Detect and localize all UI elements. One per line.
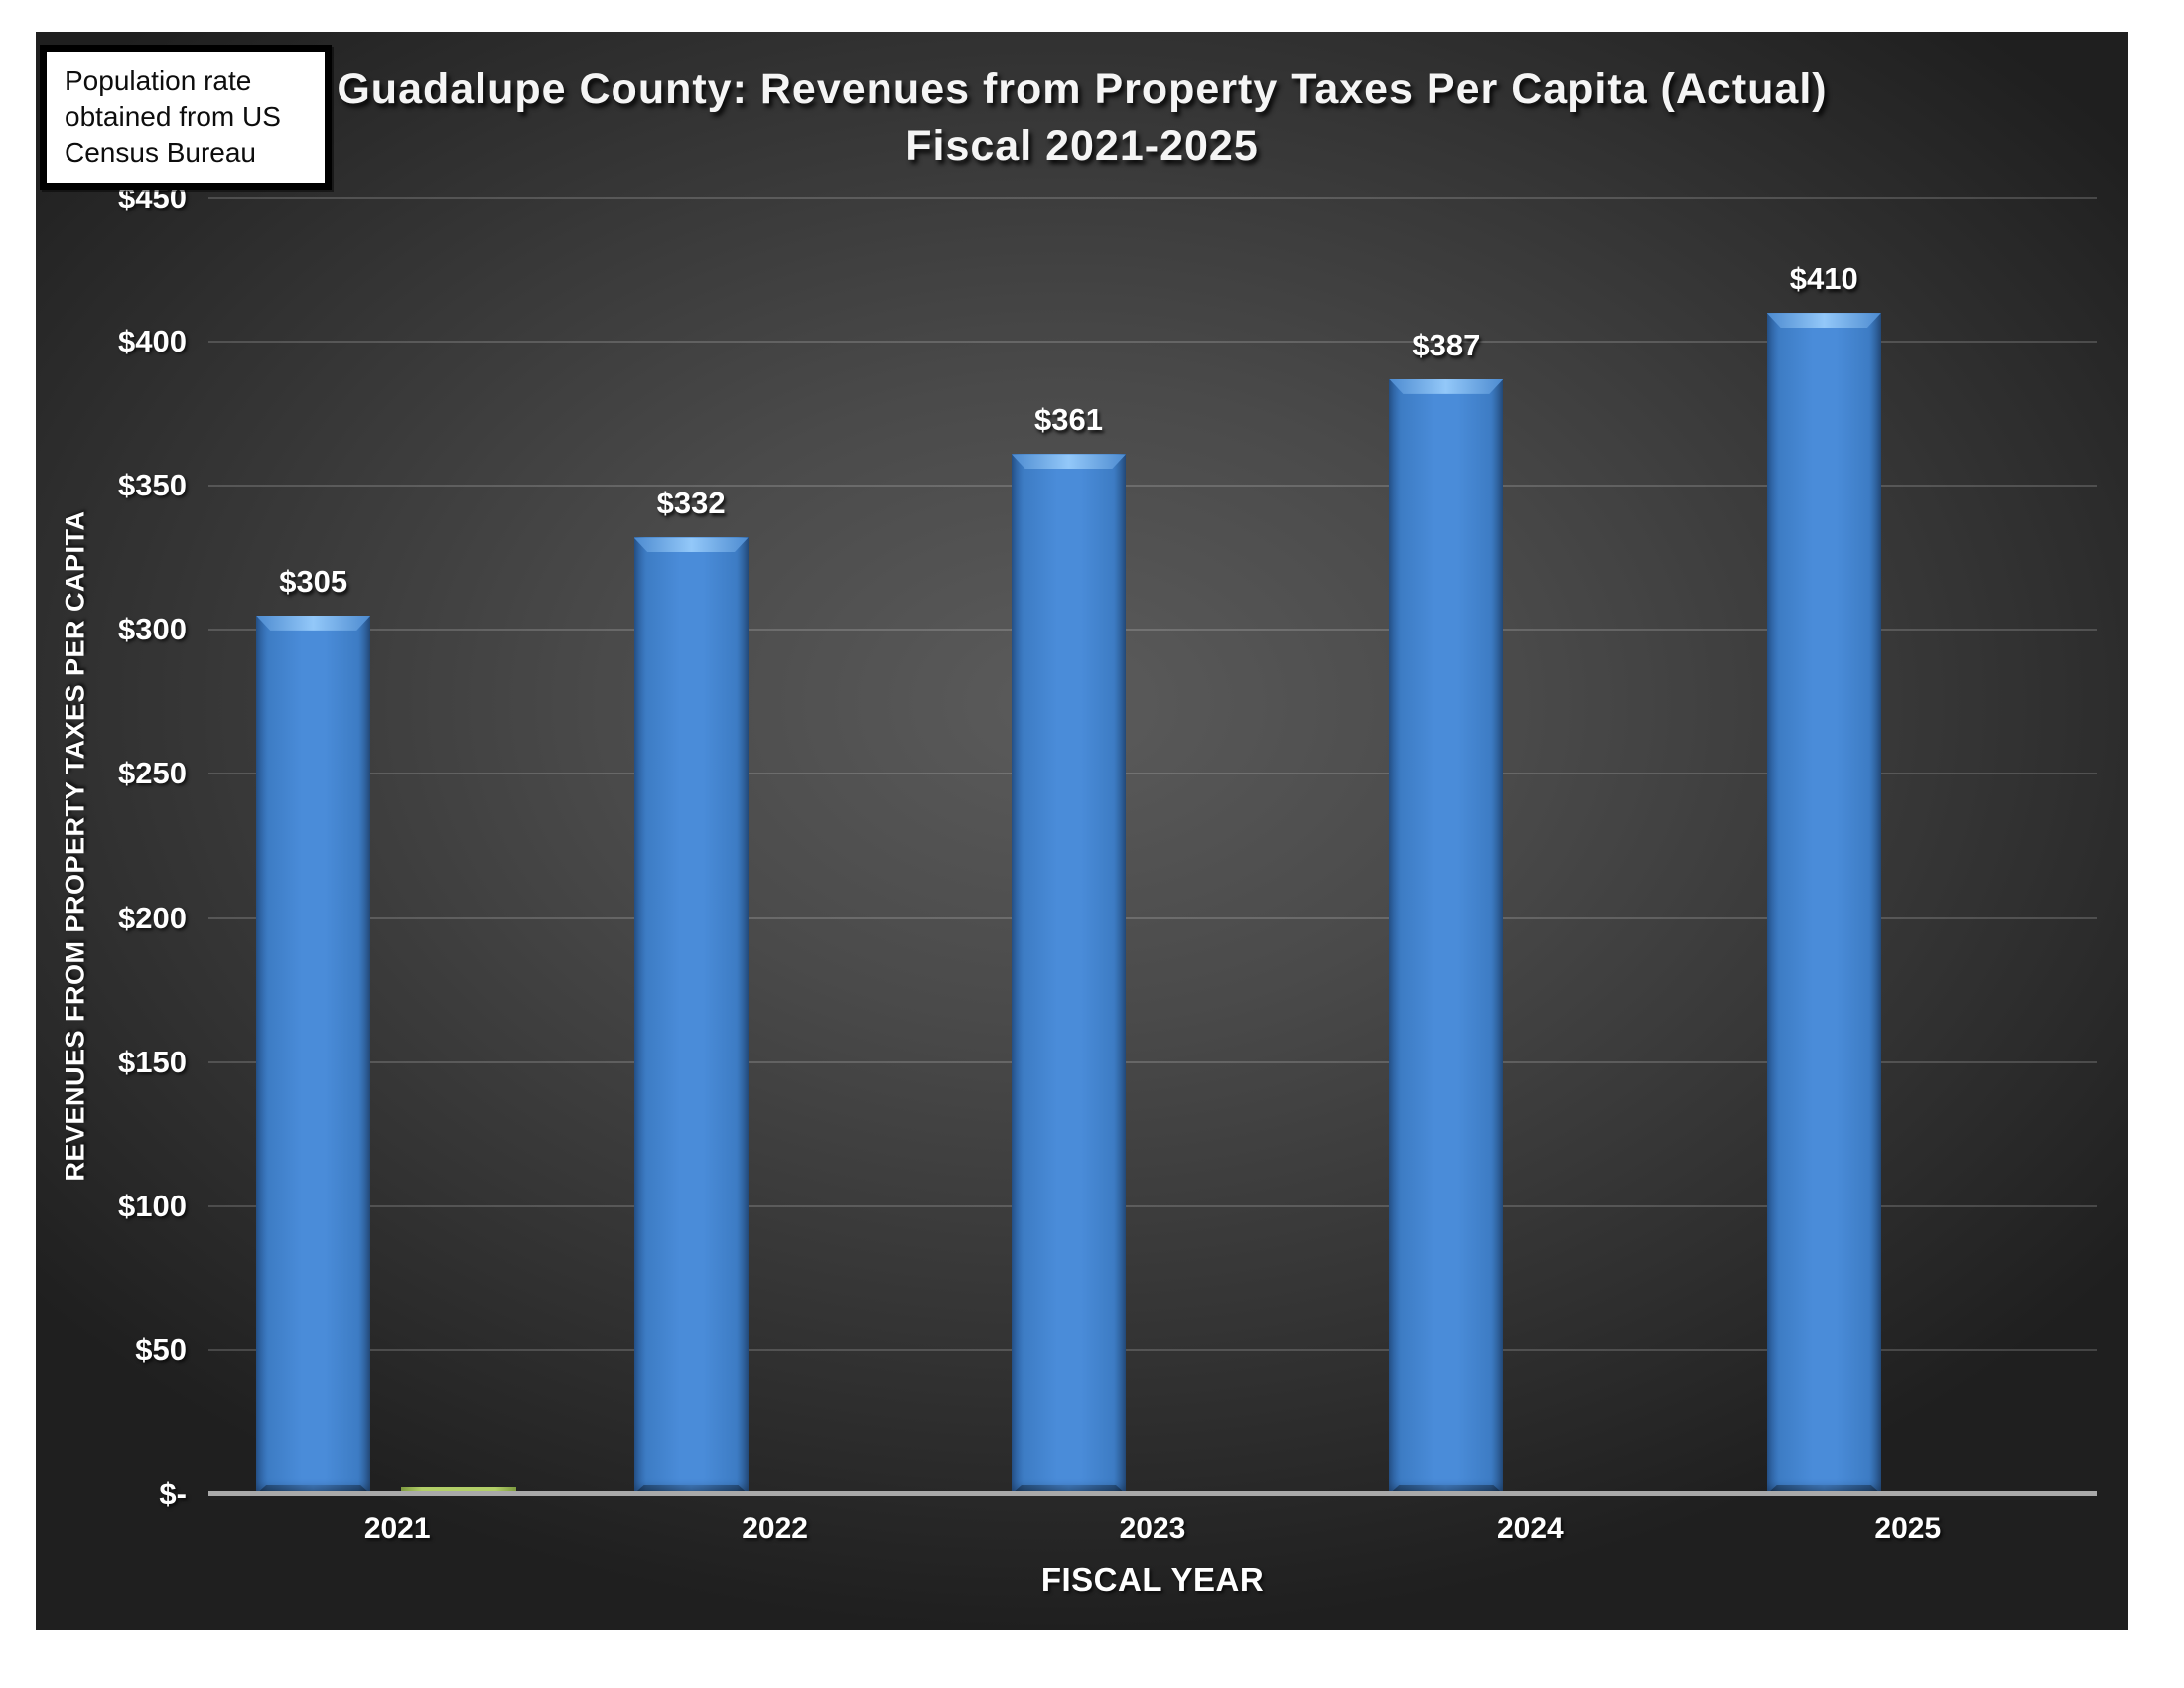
- x-tick-label-2024: 2024: [1497, 1512, 1564, 1545]
- category-2022: $332 2022: [586, 198, 963, 1545]
- data-label-2023: $361: [1034, 402, 1103, 438]
- gridline-350: [208, 485, 2097, 488]
- y-tick-label-150: $150: [118, 1044, 187, 1079]
- x-tick-label-2025: 2025: [1874, 1512, 1942, 1545]
- category-2023: $361 2023: [964, 198, 1341, 1545]
- gridline-300: [208, 629, 2097, 632]
- data-label-2025: $410: [1789, 261, 1858, 297]
- y-tick-label-250: $250: [118, 756, 187, 791]
- data-label-2024: $387: [1412, 327, 1481, 362]
- gridline-400: [208, 341, 2097, 344]
- x-axis-title: FISCAL YEAR: [1040, 1561, 1265, 1598]
- chart-canvas: Population rate obtained from US Census …: [36, 32, 2128, 1630]
- bar-2022: [633, 537, 749, 1494]
- y-tick-label-350: $350: [118, 468, 187, 503]
- y-tick-label-400: $400: [118, 324, 187, 359]
- y-tick-label-50: $50: [135, 1332, 187, 1367]
- gridline-150: [208, 1060, 2097, 1063]
- chart-title-line1: Guadalupe County: Revenues from Property…: [337, 66, 1828, 113]
- annotation-text: Population rate obtained from US Census …: [65, 66, 281, 168]
- y-tick-label-0: $-: [159, 1477, 187, 1511]
- data-label-2021: $305: [279, 563, 348, 599]
- chart-title: Guadalupe County: Revenues from Property…: [36, 62, 2128, 175]
- category-2025: $410 2025: [1719, 198, 2097, 1545]
- category-2024: $387 2024: [1341, 198, 1718, 1545]
- gridline-100: [208, 1204, 2097, 1207]
- data-label-2022: $332: [656, 486, 726, 521]
- gridline-50: [208, 1348, 2097, 1351]
- chart-title-line2: Fiscal 2021-2025: [905, 122, 1259, 170]
- x-tick-label-2022: 2022: [742, 1512, 808, 1545]
- y-tick-label-200: $200: [118, 900, 187, 935]
- x-axis-line: [208, 1491, 2097, 1496]
- bar-2021: [256, 615, 371, 1494]
- plot-area: $- $50 $100 $150 $200 $250 $300 $350 $400 $450 $30…: [118, 180, 2097, 1545]
- x-tick-label-2023: 2023: [1119, 1512, 1186, 1545]
- bar-2024: [1389, 378, 1504, 1494]
- bar-2023: [1011, 454, 1126, 1494]
- bar-secondary-2021: [401, 1487, 517, 1492]
- y-tick-label-300: $300: [118, 612, 187, 647]
- y-axis-title: REVENUES FROM PROPERTY TAXES PER CAPITA: [60, 510, 90, 1182]
- annotation-box: Population rate obtained from US Census …: [40, 45, 332, 190]
- x-tick-label-2021: 2021: [363, 1512, 431, 1545]
- gridline-250: [208, 773, 2097, 775]
- gridline-450: [208, 197, 2097, 199]
- bar-2025: [1766, 313, 1881, 1494]
- gridline-200: [208, 916, 2097, 919]
- category-2021: $305 2021: [208, 198, 586, 1545]
- y-tick-label-100: $100: [118, 1188, 187, 1223]
